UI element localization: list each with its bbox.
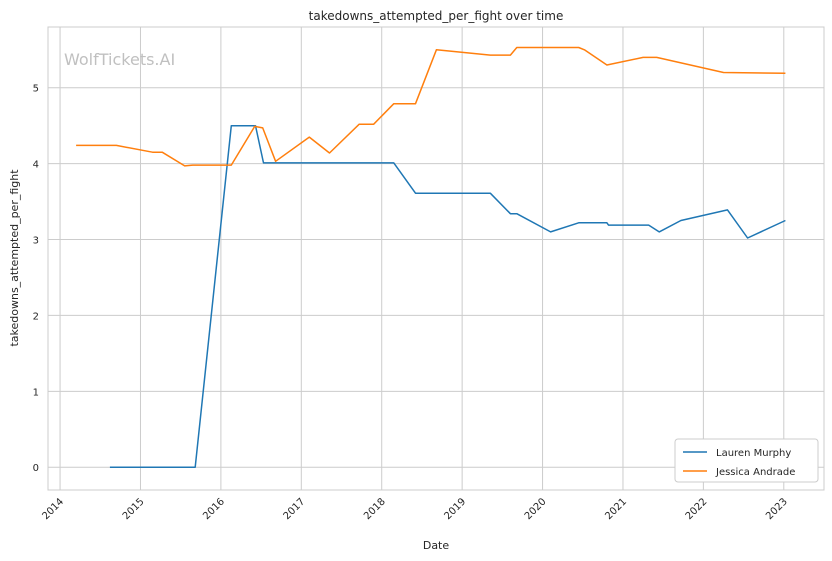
x-tick-label: 2018 bbox=[362, 496, 388, 522]
x-tick-label: 2015 bbox=[121, 496, 147, 522]
series-line-lauren-murphy bbox=[109, 124, 786, 468]
watermark: WolfTickets.AI bbox=[64, 50, 175, 69]
x-tick-label: 2020 bbox=[523, 496, 549, 522]
plot-area bbox=[47, 26, 825, 491]
y-axis-ticks: 0 1 2 3 4 5 bbox=[33, 84, 39, 475]
legend-label-jessica-andrade: Jessica Andrade bbox=[715, 467, 795, 478]
x-axis-ticks: 2014 2015 2016 2017 2018 2019 2020 2021 2022 2023 bbox=[40, 496, 790, 522]
series-line-jessica-andrade bbox=[76, 46, 786, 167]
legend-box bbox=[674, 438, 819, 483]
legend-label-lauren-murphy: Lauren Murphy bbox=[716, 448, 791, 459]
x-tick-label: 2023 bbox=[764, 496, 790, 522]
y-tick-label: 0 bbox=[33, 463, 39, 474]
x-tick-label: 2021 bbox=[603, 496, 629, 522]
y-tick-label: 5 bbox=[33, 84, 39, 95]
x-tick-label: 2014 bbox=[40, 496, 66, 522]
x-tick-label: 2017 bbox=[282, 496, 308, 522]
legend: Lauren Murphy Jessica Andrade bbox=[674, 438, 819, 483]
chart-title: takedowns_attempted_per_fight over time bbox=[309, 9, 564, 23]
y-tick-label: 4 bbox=[33, 160, 39, 171]
x-tick-label: 2022 bbox=[684, 496, 710, 522]
x-tick-label: 2016 bbox=[201, 496, 227, 522]
y-tick-label: 1 bbox=[33, 387, 39, 398]
y-tick-label: 3 bbox=[33, 236, 39, 247]
x-axis-label: Date bbox=[423, 539, 450, 552]
series-lines bbox=[76, 46, 786, 468]
y-axis-label: takedowns_attempted_per_fight bbox=[8, 169, 21, 347]
y-tick-label: 2 bbox=[33, 311, 39, 322]
x-tick-label: 2019 bbox=[442, 496, 468, 522]
